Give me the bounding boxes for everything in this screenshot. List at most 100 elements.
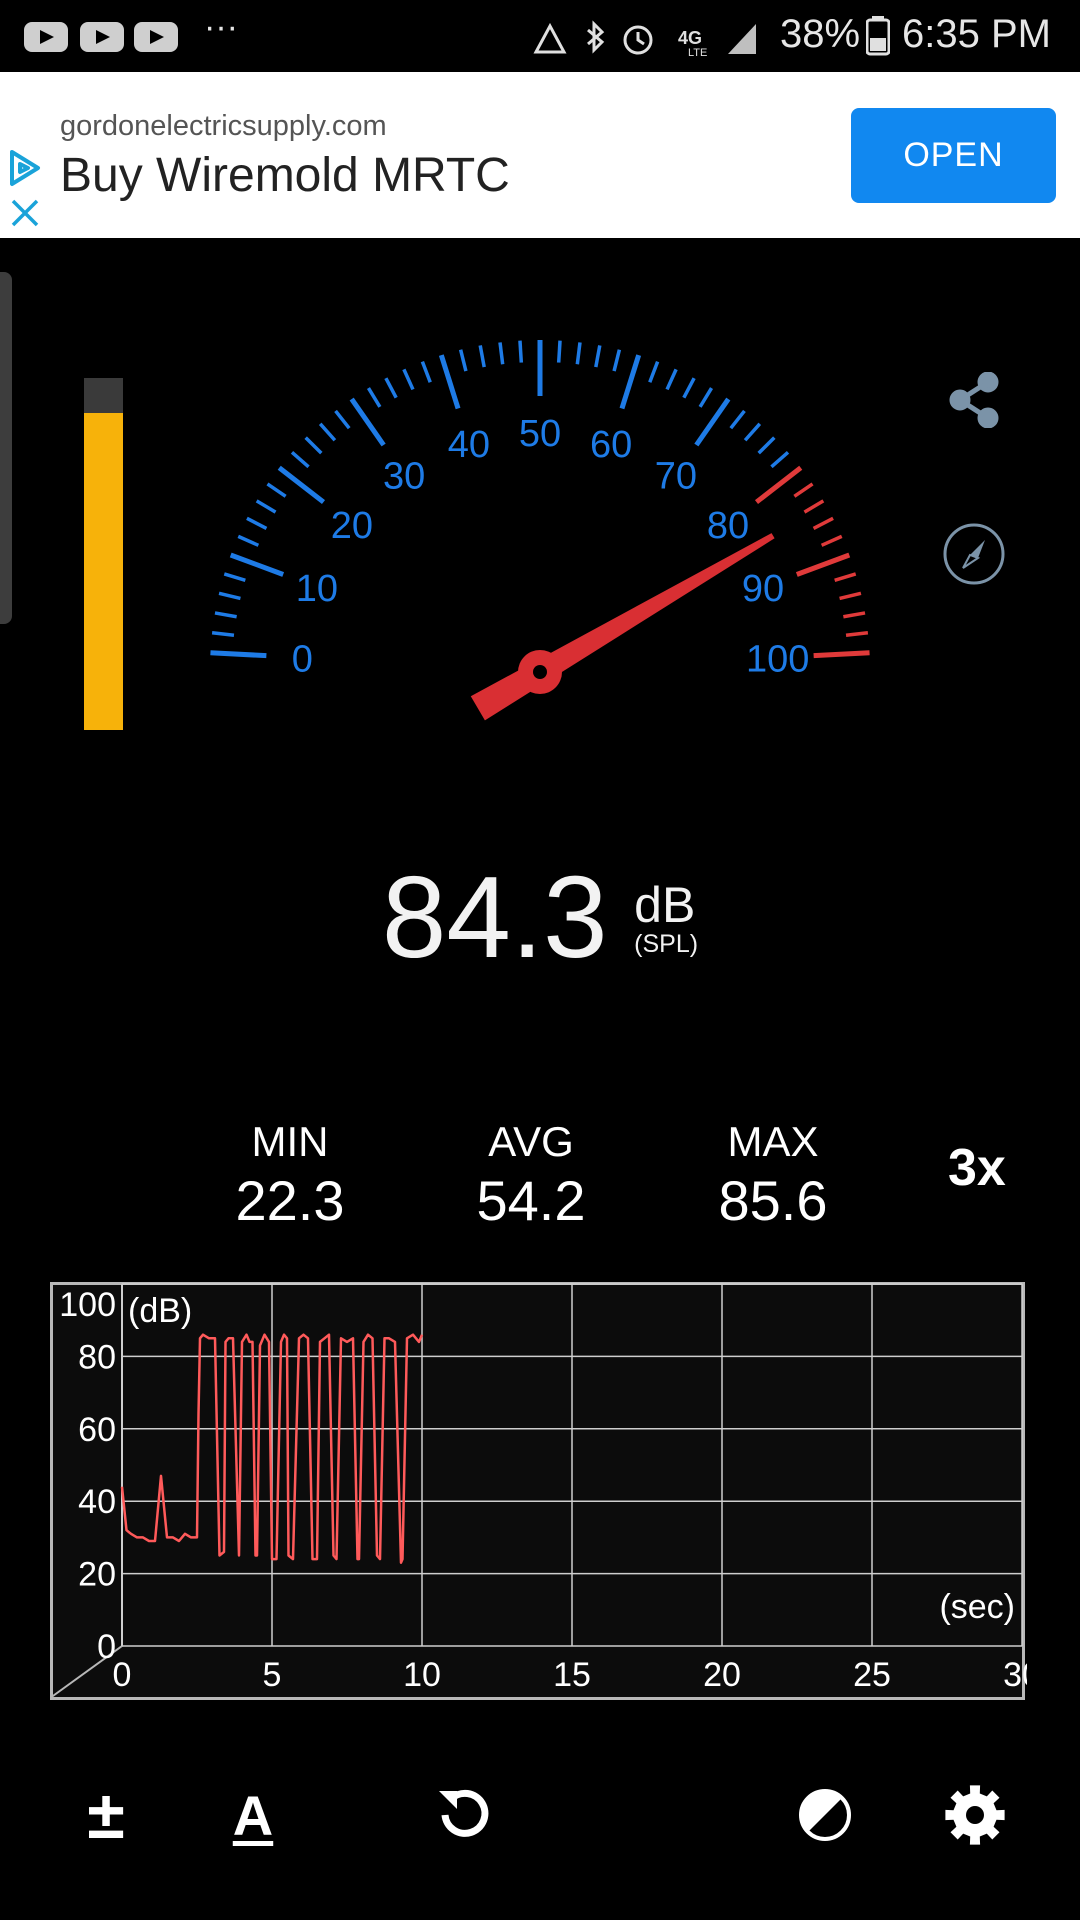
avg-stat: AVG 54.2 bbox=[431, 1118, 631, 1233]
gauge-tick bbox=[803, 499, 825, 514]
ad-open-button[interactable]: OPEN bbox=[851, 108, 1056, 203]
gauge-tick bbox=[218, 591, 241, 601]
gauge-tick bbox=[290, 450, 310, 469]
battery-icon bbox=[866, 16, 890, 56]
gauge-tick-label: 10 bbox=[296, 568, 338, 610]
min-value: 22.3 bbox=[235, 1169, 345, 1232]
chart-x-tick-label: 5 bbox=[263, 1656, 282, 1694]
unit-sub-label: (SPL) bbox=[634, 930, 699, 958]
gauge-tick-label: 20 bbox=[331, 505, 373, 547]
edge-panel-handle[interactable] bbox=[0, 272, 12, 624]
gauge-tick-label: 30 bbox=[383, 456, 425, 498]
gauge-tick bbox=[834, 572, 857, 583]
data-saver-icon bbox=[533, 22, 567, 54]
gauge-tick bbox=[210, 650, 267, 659]
gauge-tick bbox=[757, 436, 776, 455]
gauge-tick bbox=[845, 631, 869, 637]
unit-label: dB bbox=[634, 877, 696, 933]
gauge-tick-label: 40 bbox=[448, 424, 490, 466]
gauge-tick bbox=[349, 397, 386, 447]
level-meter-fill bbox=[84, 413, 123, 730]
gauge-tick bbox=[694, 397, 731, 447]
gauge-tick bbox=[458, 349, 468, 372]
db-history-chart: 0 5 10 15 20 25 30 0 20 40 60 80 100 (dB) (sec) bbox=[50, 1282, 1027, 1700]
gauge-tick bbox=[304, 436, 323, 455]
gauge-needle bbox=[470, 533, 775, 721]
gauge-tick bbox=[384, 377, 398, 399]
gauge-tick bbox=[498, 342, 505, 365]
gauge-tick-label: 50 bbox=[519, 413, 561, 455]
ad-banner[interactable]: gordonelectricsupply.com Buy Wiremold MR… bbox=[0, 72, 1080, 238]
gauge-tick bbox=[277, 465, 326, 505]
gauge-tick bbox=[839, 591, 862, 601]
gauge-tick bbox=[619, 354, 642, 410]
ad-choices-icon[interactable] bbox=[6, 148, 42, 188]
gauge-tick bbox=[402, 368, 415, 391]
youtube-notification-icon bbox=[134, 22, 178, 52]
ad-close-icon[interactable] bbox=[10, 198, 40, 228]
gauge-tick bbox=[793, 482, 814, 498]
chart-x-tick-label: 15 bbox=[553, 1656, 591, 1694]
gauge-tick bbox=[229, 552, 285, 577]
share-icon[interactable] bbox=[948, 372, 1000, 428]
chart-x-tick-label: 20 bbox=[703, 1656, 741, 1694]
contrast-icon[interactable] bbox=[790, 1780, 860, 1850]
chart-x-tick-label: 0 bbox=[113, 1656, 132, 1694]
gauge-tick bbox=[237, 534, 260, 547]
speed-multiplier-button[interactable]: 3x bbox=[948, 1139, 1006, 1197]
youtube-notification-icon bbox=[80, 22, 124, 52]
gauge-tick-label: 70 bbox=[655, 456, 697, 498]
alarm-icon bbox=[623, 25, 653, 55]
compass-icon[interactable] bbox=[940, 520, 1008, 588]
max-value: 85.6 bbox=[718, 1169, 828, 1232]
chart-corner bbox=[50, 1645, 123, 1698]
level-meter bbox=[84, 378, 123, 730]
gauge-tick bbox=[729, 409, 746, 430]
gauge-tick bbox=[820, 534, 843, 547]
gauge-tick bbox=[648, 361, 660, 383]
gauge-tick bbox=[223, 572, 246, 583]
chart-y-axis-label: (dB) bbox=[128, 1292, 192, 1330]
ad-title[interactable]: Buy Wiremold MRTC bbox=[60, 149, 510, 202]
chart-y-tick-label: 60 bbox=[78, 1411, 116, 1449]
gauge-tick bbox=[420, 361, 432, 383]
gauge-tick-label: 0 bbox=[292, 639, 313, 681]
gauge-tick bbox=[266, 482, 287, 498]
current-reading: 84.3 dB (SPL) bbox=[0, 850, 1080, 984]
svg-text:LTE: LTE bbox=[688, 47, 707, 58]
chart-series-line bbox=[120, 1333, 424, 1564]
gauge-tick-label: 60 bbox=[590, 424, 632, 466]
gauge-tick bbox=[813, 650, 870, 659]
avg-label: AVG bbox=[488, 1118, 574, 1165]
clock: 6:35 PM bbox=[902, 12, 1051, 56]
gauge-tick bbox=[556, 340, 562, 363]
min-stat: MIN 22.3 bbox=[190, 1118, 390, 1233]
chart-y-tick-label: 80 bbox=[78, 1338, 116, 1376]
gauge-tick-label: 90 bbox=[742, 568, 784, 610]
settings-icon[interactable] bbox=[940, 1780, 1010, 1850]
gauge-tick bbox=[214, 611, 237, 619]
gauge-tick bbox=[770, 450, 790, 469]
chart-y-tick-label: 0 bbox=[97, 1628, 116, 1666]
gauge-tick bbox=[211, 631, 235, 637]
status-bar: ··· 4G LTE 38% 6:35 PM bbox=[0, 0, 1080, 72]
gauge-tick bbox=[743, 422, 762, 442]
avg-value: 54.2 bbox=[476, 1169, 586, 1232]
chart-y-tick-label: 20 bbox=[78, 1556, 116, 1594]
chart-x-tick-label: 10 bbox=[403, 1656, 441, 1694]
text-size-icon[interactable]: A bbox=[232, 1783, 274, 1847]
max-stat: MAX 85.6 bbox=[673, 1118, 873, 1233]
battery-percent: 38% bbox=[780, 12, 861, 56]
gauge-tick bbox=[318, 422, 337, 442]
chart-x-axis-label: (sec) bbox=[939, 1588, 1015, 1626]
chart-frame bbox=[50, 1282, 1025, 1700]
reset-icon[interactable] bbox=[430, 1780, 500, 1850]
plus-minus-icon[interactable]: ± bbox=[87, 1777, 125, 1853]
gauge-tick bbox=[795, 552, 851, 577]
gauge-tick bbox=[594, 345, 602, 368]
gauge-tick bbox=[843, 611, 866, 619]
max-label: MAX bbox=[727, 1118, 819, 1165]
ad-domain: gordonelectricsupply.com bbox=[60, 110, 387, 142]
chart-y-tick-label: 40 bbox=[78, 1483, 116, 1521]
